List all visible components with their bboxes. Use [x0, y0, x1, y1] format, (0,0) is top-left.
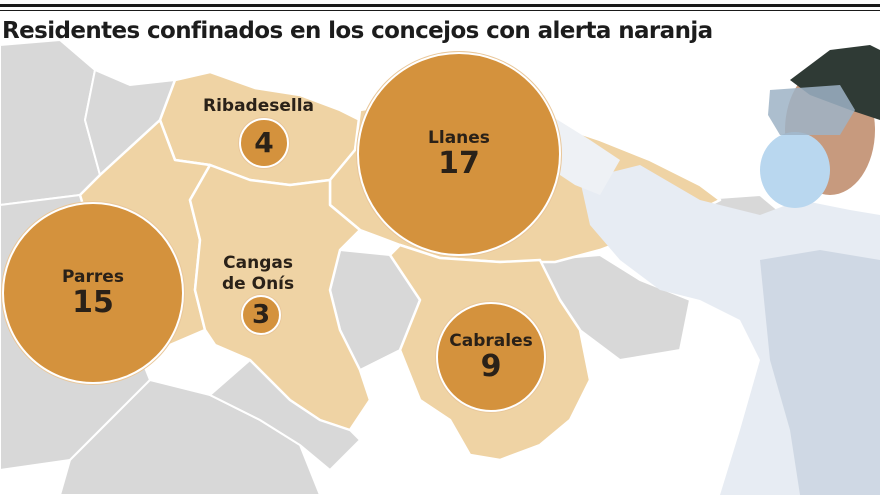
health-worker-figure [500, 45, 880, 495]
bubble-llanes: Llanes 17 [357, 52, 561, 256]
safety-goggles [768, 85, 855, 135]
label-cangas-line1: Cangas [223, 253, 293, 273]
area-cangas [188, 163, 372, 432]
suit-shading [760, 250, 880, 495]
value-cangas: 3 [251, 300, 271, 330]
bubble-ribadesella: 4 [239, 118, 289, 168]
label-cangas: Cangas de Onís [222, 253, 294, 295]
value-ribadesella: 4 [254, 126, 274, 159]
value-cabrales: 9 [480, 348, 502, 384]
label-llanes: Llanes [428, 127, 490, 148]
label-parres: Parres [62, 266, 124, 287]
map-title: Residentes confinados en los concejos co… [2, 18, 713, 44]
bubble-cangas: 3 [241, 295, 281, 335]
label-cangas-line2: de Onís [222, 274, 295, 294]
label-cabrales: Cabrales [449, 330, 533, 351]
top-rule-thin [0, 10, 880, 11]
bubble-parres: Parres 15 [2, 202, 184, 384]
face-mask [760, 132, 830, 208]
bubble-cabrales: Cabrales 9 [436, 302, 546, 412]
head-cap [790, 45, 880, 120]
label-ribadesella: Ribadesella [203, 96, 315, 116]
value-llanes: 17 [438, 145, 480, 181]
top-rule [0, 4, 880, 7]
value-parres: 15 [72, 284, 114, 320]
